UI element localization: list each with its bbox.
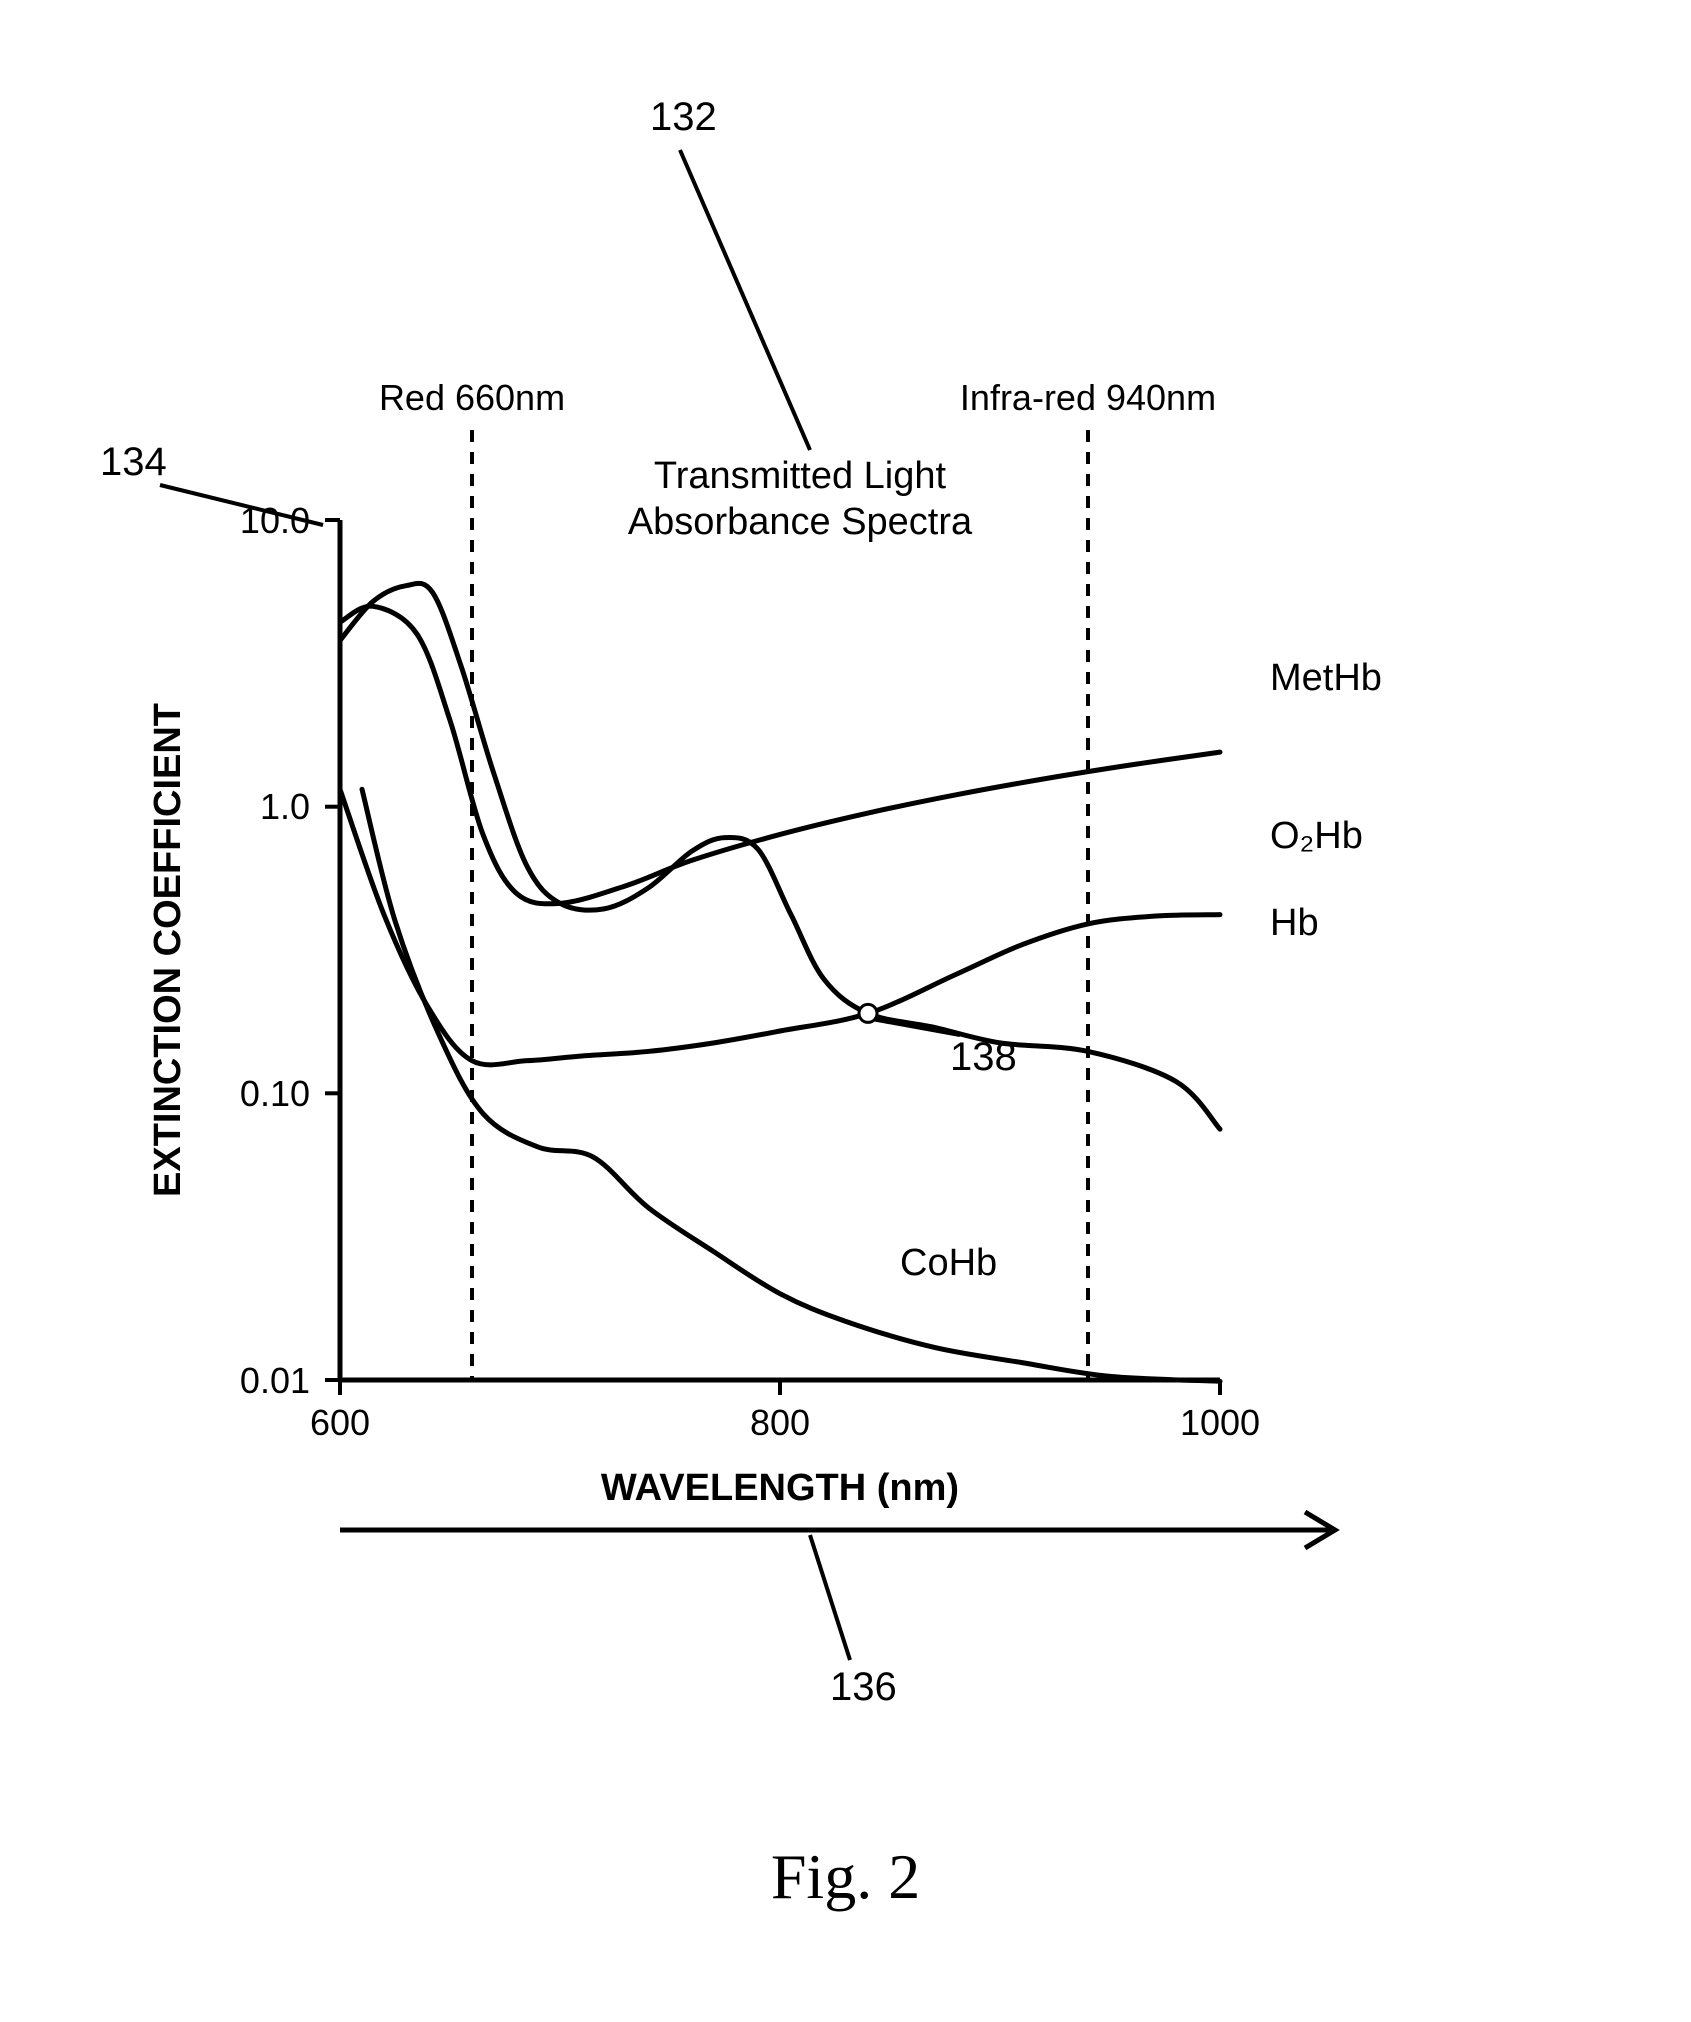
x-axis-label: WAVELENGTH (nm) xyxy=(601,1467,959,1509)
absorbance-spectra-chart: 10.0 1.0 0.10 0.01 600 800 1000 WAVELENG… xyxy=(0,0,1691,2022)
xtick-600: 600 xyxy=(310,1402,370,1443)
ref-138: 138 xyxy=(950,1035,1017,1079)
y-axis-label: EXTINCTION COEFFICIENT xyxy=(147,703,189,1197)
xtick-1000: 1000 xyxy=(1180,1402,1260,1443)
ref-136: 136 xyxy=(830,1665,897,1709)
ref-132: 132 xyxy=(650,95,717,139)
chart-title-line1: Transmitted Light xyxy=(654,455,947,497)
label-hb: Hb xyxy=(1270,902,1319,944)
xtick-800: 800 xyxy=(750,1402,810,1443)
ytick-1: 1.0 xyxy=(260,786,310,827)
red-line-label: Red 660nm xyxy=(379,377,565,418)
chart-title-line2: Absorbance Spectra xyxy=(628,501,973,543)
page-container: 10.0 1.0 0.10 0.01 600 800 1000 WAVELENG… xyxy=(0,0,1691,2022)
label-cohb: CoHb xyxy=(900,1242,997,1284)
ytick-0p01: 0.01 xyxy=(240,1360,310,1401)
figure-caption: Fig. 2 xyxy=(0,1840,1691,1914)
series-cohb xyxy=(362,789,1220,1381)
ytick-0p1: 0.10 xyxy=(240,1073,310,1114)
ref-136-leader xyxy=(810,1535,850,1660)
ref-134: 134 xyxy=(100,440,167,484)
y-axis-ticks: 10.0 1.0 0.10 0.01 xyxy=(240,500,340,1401)
x-axis-arrow xyxy=(340,1512,1335,1548)
x-axis-ticks: 600 800 1000 xyxy=(310,1380,1260,1443)
ir-line-label: Infra-red 940nm xyxy=(960,377,1216,418)
label-o2hb: O₂Hb xyxy=(1270,815,1363,857)
ref-132-leader xyxy=(680,150,810,450)
label-methb: MetHb xyxy=(1270,657,1382,699)
